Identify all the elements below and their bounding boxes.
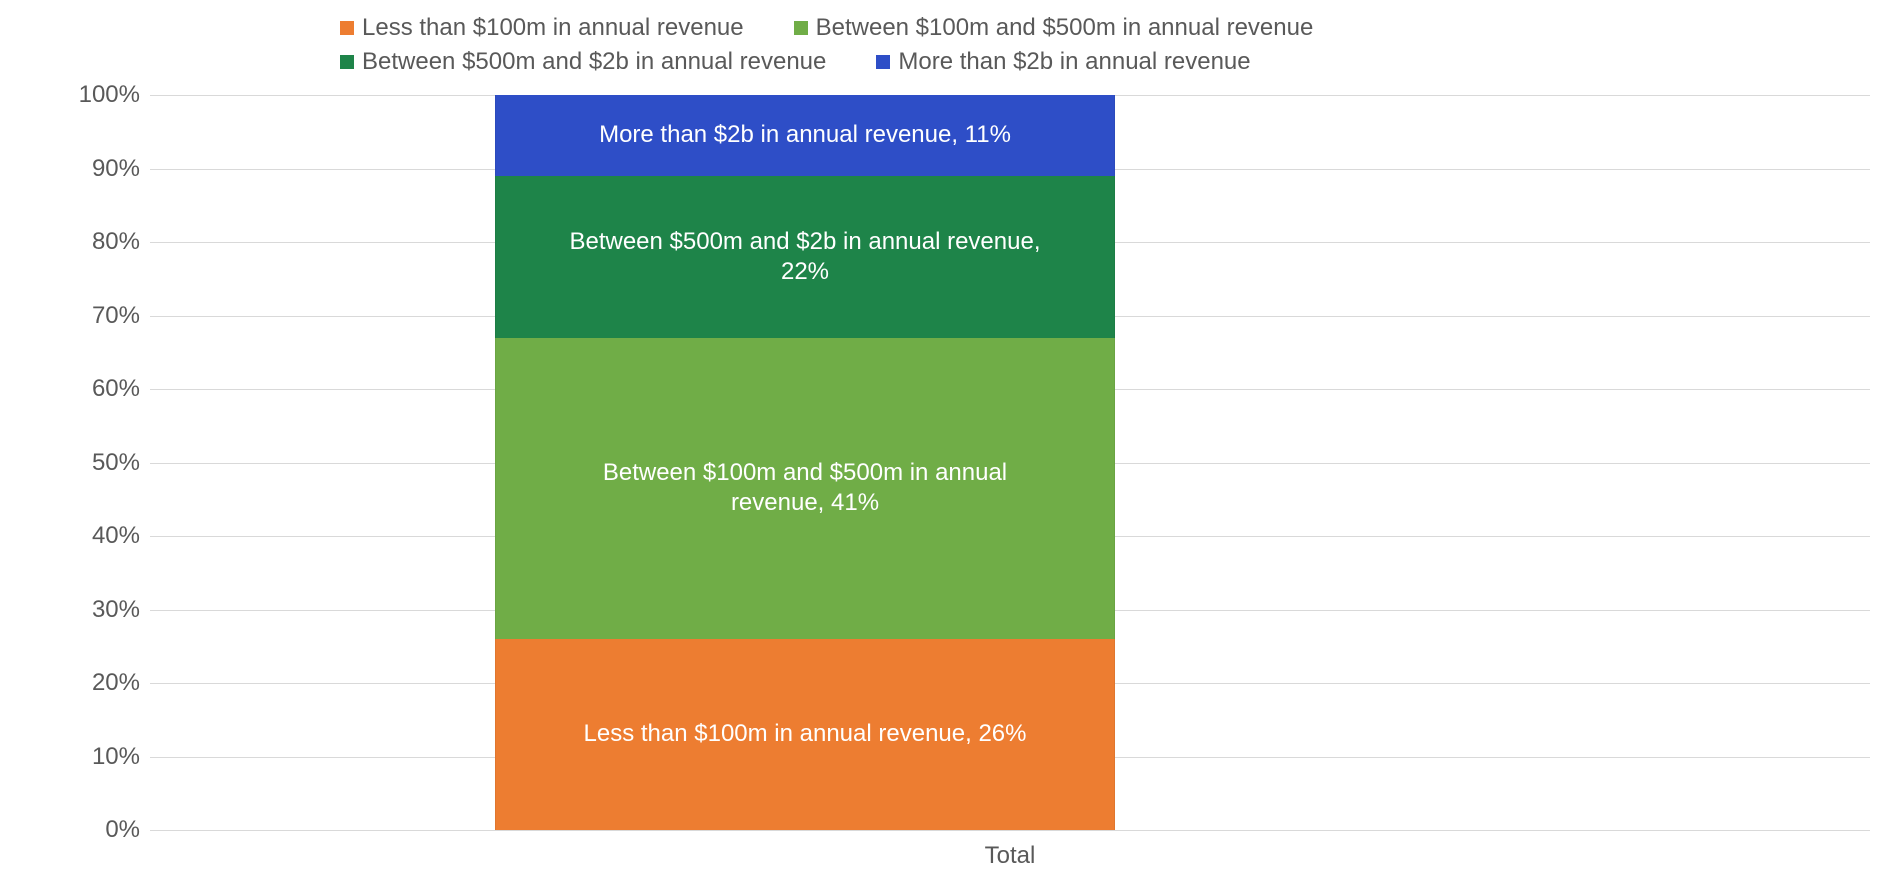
y-tick-label: 40%	[60, 522, 140, 550]
legend-swatch	[340, 55, 354, 69]
legend-swatch	[794, 21, 808, 35]
bar-segment-label: Between $100m and $500m in annual revenu…	[558, 458, 1052, 518]
bar-segment-label: Less than $100m in annual revenue, 26%	[584, 719, 1027, 749]
legend-swatch	[876, 55, 890, 69]
y-axis: 0%10%20%30%40%50%60%70%80%90%100%	[60, 95, 140, 830]
legend-item: Less than $100m in annual revenue	[340, 14, 744, 42]
legend-item: Between $500m and $2b in annual revenue	[340, 48, 826, 76]
bar-segment-label: Between $500m and $2b in annual revenue,…	[558, 227, 1052, 287]
legend-label: More than $2b in annual revenue	[898, 48, 1250, 76]
y-tick-label: 10%	[60, 743, 140, 771]
legend-label: Between $100m and $500m in annual revenu…	[816, 14, 1314, 42]
legend-swatch	[340, 21, 354, 35]
bar-segment-100_500m: Between $100m and $500m in annual revenu…	[495, 338, 1115, 639]
legend-label: Less than $100m in annual revenue	[362, 14, 744, 42]
y-tick-label: 60%	[60, 375, 140, 403]
legend-item: Between $100m and $500m in annual revenu…	[794, 14, 1314, 42]
y-tick-label: 0%	[60, 816, 140, 844]
y-tick-label: 70%	[60, 302, 140, 330]
y-tick-label: 80%	[60, 228, 140, 256]
bar-segment-gt2b: More than $2b in annual revenue, 11%	[495, 95, 1115, 176]
legend-item: More than $2b in annual revenue	[876, 48, 1250, 76]
plot-area: Less than $100m in annual revenue, 26% Be…	[150, 95, 1870, 830]
legend-label: Between $500m and $2b in annual revenue	[362, 48, 826, 76]
gridline	[150, 830, 1870, 831]
bar-segment-500m_2b: Between $500m and $2b in annual revenue,…	[495, 176, 1115, 338]
y-tick-label: 20%	[60, 669, 140, 697]
y-tick-label: 100%	[60, 81, 140, 109]
x-axis-category-label: Total	[150, 842, 1870, 870]
stacked-bar-chart: Less than $100m in annual revenue Betwee…	[0, 0, 1894, 883]
y-tick-label: 90%	[60, 155, 140, 183]
stacked-bar: Less than $100m in annual revenue, 26% Be…	[495, 95, 1115, 830]
bar-segment-label: More than $2b in annual revenue, 11%	[599, 120, 1011, 150]
y-tick-label: 30%	[60, 596, 140, 624]
chart-legend: Less than $100m in annual revenue Betwee…	[340, 14, 1540, 82]
y-tick-label: 50%	[60, 449, 140, 477]
bar-segment-lt100m: Less than $100m in annual revenue, 26%	[495, 639, 1115, 830]
